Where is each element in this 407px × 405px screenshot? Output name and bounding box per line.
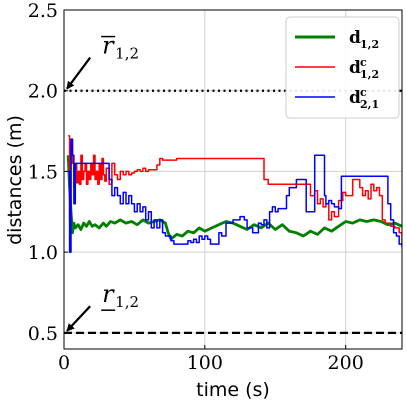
series-line-1 — [68, 135, 402, 245]
legend-label-0: d — [349, 28, 361, 48]
legend-sub-2: 2,1 — [360, 98, 379, 111]
x-tick-label: 0 — [58, 352, 70, 374]
annotation-subscript-1: 1,2 — [115, 293, 139, 311]
x-tick-label: 100 — [187, 352, 223, 374]
legend-sub-1: 1,2 — [360, 68, 379, 81]
plot-frame — [63, 9, 403, 350]
y-tick-label: 1.0 — [28, 242, 58, 264]
series-line-0 — [66, 155, 402, 241]
legend: d 1,2d c1,2d c2,1 — [285, 16, 400, 119]
y-axis-label: distances (m) — [4, 115, 26, 245]
y-tick-label: 1.5 — [28, 161, 58, 183]
annotation-arrow-0 — [66, 56, 92, 90]
x-tick-label: 200 — [328, 352, 364, 374]
y-tick-label: 0.5 — [28, 323, 58, 345]
annotation-subscript-0: 1,2 — [115, 45, 139, 63]
annotation-arrow-1 — [66, 305, 91, 332]
x-ticks: 0 100 200 — [58, 345, 364, 374]
legend-label-1: d — [349, 58, 361, 78]
series-group — [66, 135, 402, 253]
legend-sup-1: c — [360, 56, 367, 69]
x-axis-label: time (s) — [196, 379, 270, 401]
y-tick-label: 2.0 — [28, 81, 58, 103]
legend-sup-2: c — [360, 86, 367, 99]
legend-sub-0: 1,2 — [360, 38, 379, 51]
y-tick-label: 2.5 — [28, 0, 58, 22]
annotations: r 1,2r 1,2 — [66, 32, 139, 332]
y-ticks: 0.5 1.0 1.5 2.0 2.5 — [28, 0, 68, 345]
annotation-label-1: r — [102, 280, 115, 308]
annotation-label-0: r — [102, 32, 115, 60]
legend-box — [285, 16, 400, 119]
legend-label-2: d — [349, 88, 361, 108]
series-line-2 — [68, 138, 402, 253]
